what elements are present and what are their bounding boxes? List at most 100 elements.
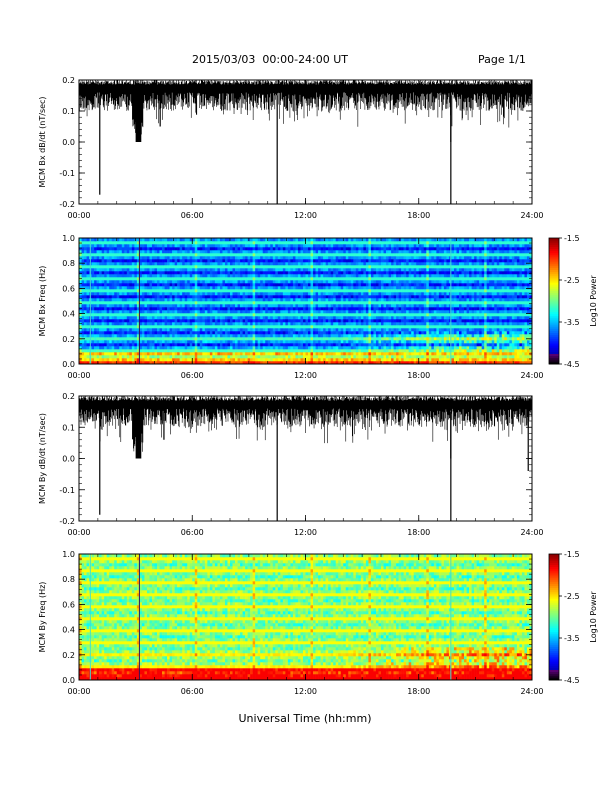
- spectrogram-cell: [255, 259, 258, 263]
- spectrogram-cell: [104, 328, 107, 332]
- spectrogram-cell: [230, 352, 233, 356]
- spectrogram-cell: [126, 334, 130, 338]
- spectrogram-cell: [197, 352, 201, 356]
- spectrogram-cell: [358, 295, 362, 299]
- spectrogram-cell: [84, 304, 87, 308]
- spectrogram-cell: [119, 244, 123, 248]
- spectrogram-cell: [247, 268, 251, 272]
- spectrogram-cell: [333, 331, 336, 335]
- spectrogram-cell: [217, 313, 221, 317]
- spectrogram-cell: [134, 343, 138, 347]
- spectrogram-cell: [265, 322, 269, 326]
- spectrogram-cell: [325, 310, 329, 314]
- spectrogram-cell: [240, 295, 243, 299]
- spectrogram-cell: [111, 304, 115, 308]
- spectrogram-cell: [257, 253, 261, 257]
- spectrogram-cell: [214, 277, 218, 281]
- spectrogram-cell: [109, 256, 113, 260]
- spectrogram-cell: [79, 361, 82, 365]
- spectrogram-cell: [179, 343, 183, 347]
- spectrogram-cell: [144, 316, 148, 320]
- spectrogram-cell: [260, 319, 264, 323]
- spectrogram-cell: [262, 250, 266, 254]
- spectrogram-cell: [252, 253, 256, 257]
- spectrogram-cell: [345, 289, 349, 293]
- spectrogram-cell: [204, 307, 208, 311]
- spectrogram-cell: [300, 316, 304, 320]
- spectrogram-cell: [350, 343, 354, 347]
- spectrogram-cell: [164, 274, 168, 278]
- spectrogram-cell: [136, 253, 140, 257]
- spectrogram-cell: [167, 316, 170, 320]
- spectrogram-cell: [358, 277, 362, 281]
- spectrogram-cell: [302, 325, 306, 329]
- spectrogram-cell: [328, 253, 331, 257]
- spectrogram-cell: [212, 313, 216, 317]
- spectrogram-cell: [358, 331, 362, 335]
- spectrogram-cell: [159, 310, 163, 314]
- spectrogram-cell: [323, 319, 326, 323]
- spectrogram-cell: [139, 325, 143, 329]
- spectrogram-cell: [119, 295, 123, 299]
- spectrogram-cell: [257, 238, 261, 242]
- spectrogram-cell: [106, 343, 110, 347]
- spectrogram-cell: [260, 283, 264, 287]
- spectrogram-cell: [310, 361, 314, 365]
- spectrogram-cell: [144, 271, 148, 275]
- spectrogram-cell: [363, 283, 367, 287]
- spectrogram-cell: [360, 328, 364, 332]
- spectrogram-cell: [365, 313, 369, 317]
- spectrogram-cell: [315, 319, 319, 323]
- spectrogram-cell: [348, 343, 352, 347]
- spectrogram-cell: [320, 337, 324, 341]
- spectrogram-cell: [84, 295, 87, 299]
- spectrogram-cell: [91, 301, 95, 305]
- spectrogram-cell: [260, 328, 264, 332]
- spectrogram-cell: [267, 283, 271, 287]
- spectrogram-cell: [119, 316, 123, 320]
- spectrogram-cell: [101, 355, 105, 359]
- spectrogram-cell: [353, 358, 357, 362]
- spectrogram-cell: [146, 274, 150, 278]
- spectrogram-cell: [204, 283, 208, 287]
- spectrogram-cell: [320, 283, 324, 287]
- spectrogram-cell: [182, 349, 185, 353]
- spectrogram-cell: [214, 250, 218, 254]
- spectrogram-cell: [131, 310, 135, 314]
- spectrogram-cell: [267, 262, 271, 266]
- spectrogram-cell: [141, 361, 145, 365]
- spectrogram-cell: [297, 355, 301, 359]
- spectrogram-cell: [217, 310, 221, 314]
- spectrogram-cell: [247, 274, 251, 278]
- spectrogram-cell: [116, 247, 120, 251]
- spectrogram-cell: [111, 310, 115, 314]
- spectrogram-cell: [260, 358, 264, 362]
- spectrogram-cell: [308, 277, 311, 281]
- spectrogram-cell: [353, 337, 357, 341]
- spectrogram-cell: [99, 328, 102, 332]
- spectrogram-cell: [330, 334, 334, 338]
- spectrogram-cell: [305, 346, 309, 350]
- spectrogram-cell: [227, 358, 231, 362]
- spectrogram-cell: [131, 286, 135, 290]
- spectrogram-cell: [169, 259, 173, 263]
- spectrogram-cell: [250, 241, 253, 245]
- spectrogram-cell: [345, 295, 349, 299]
- spectrogram-cell: [295, 292, 299, 296]
- spectrogram-cell: [129, 289, 133, 293]
- spectrogram-cell: [139, 286, 143, 290]
- spectrogram-cell: [245, 334, 248, 338]
- spectrogram-cell: [172, 328, 175, 332]
- spectrogram-cell: [360, 340, 364, 344]
- spectrogram-cell: [96, 340, 100, 344]
- spectrogram-cell: [219, 256, 223, 260]
- spectrogram-cell: [121, 352, 125, 356]
- spectrogram-cell: [131, 256, 135, 260]
- spectrogram-cell: [323, 256, 326, 260]
- spectrogram-cell: [227, 247, 231, 251]
- spectrogram-cell: [179, 358, 183, 362]
- spectrogram-cell: [189, 241, 193, 245]
- spectrogram-cell: [151, 241, 155, 245]
- spectrogram-cell: [305, 325, 309, 329]
- spectrogram-cell: [151, 256, 155, 260]
